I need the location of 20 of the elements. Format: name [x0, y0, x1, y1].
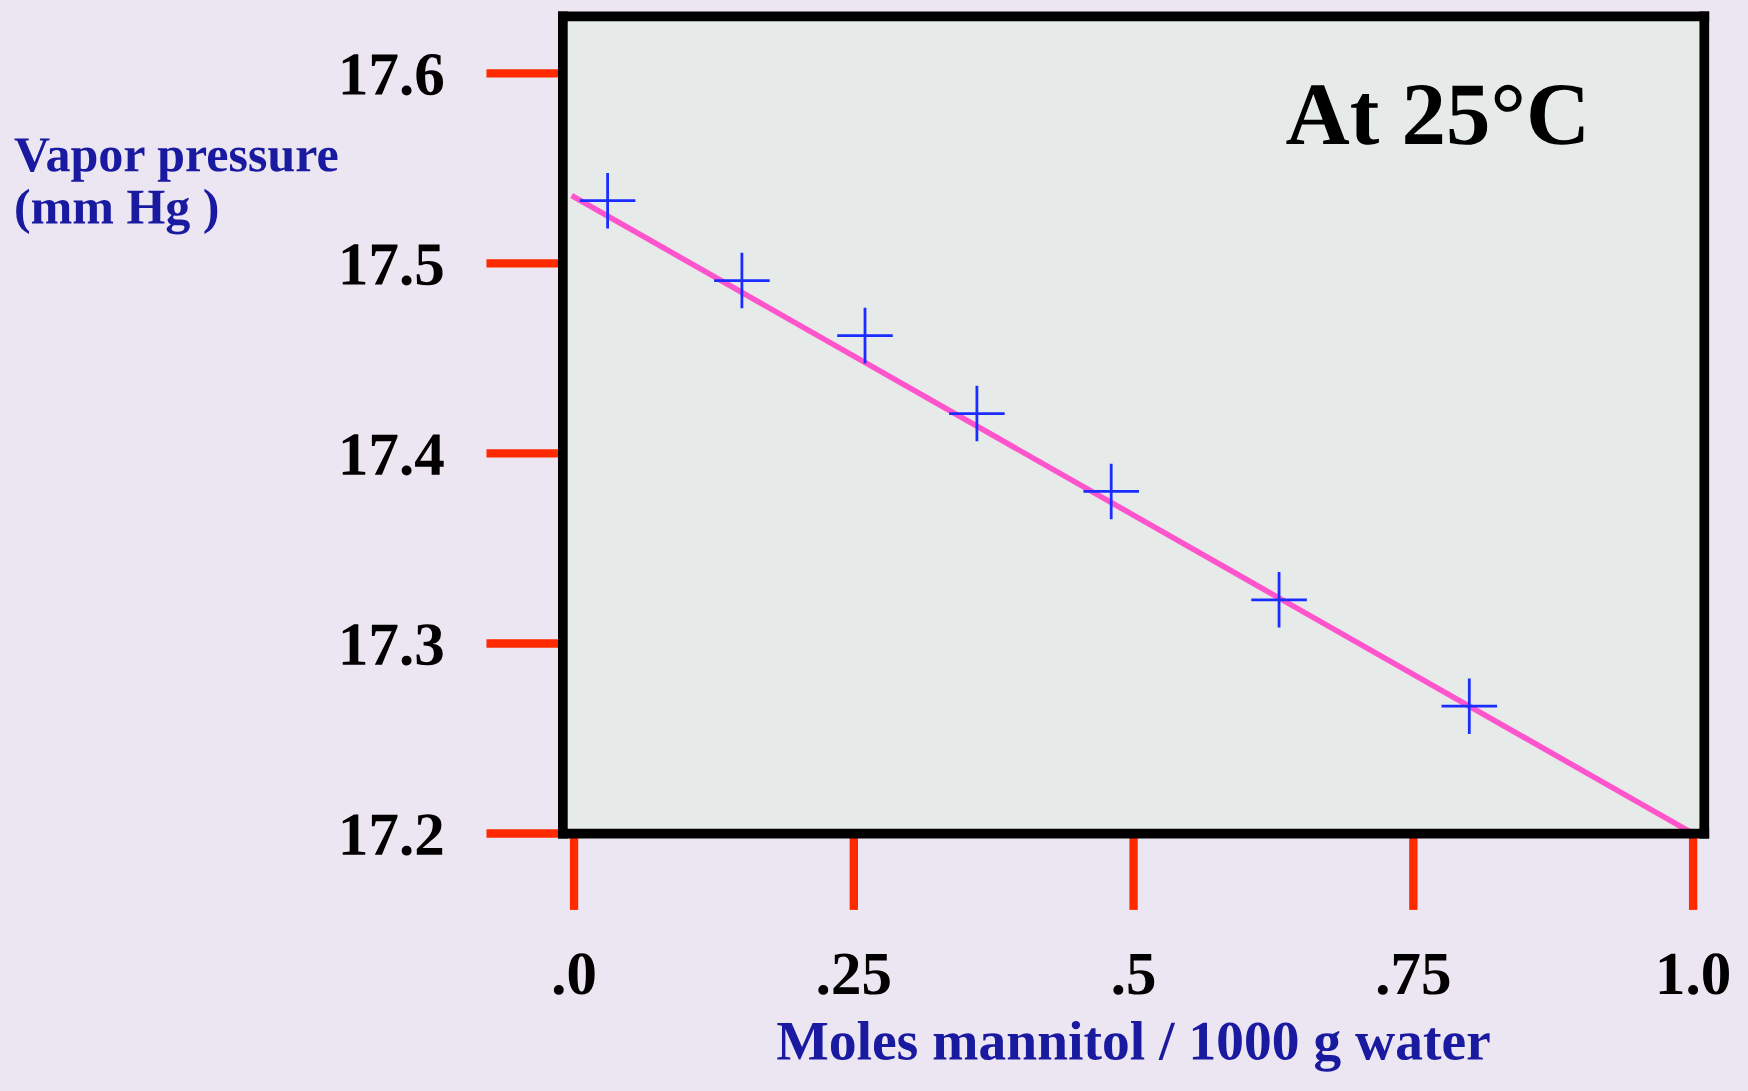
x-tick-label: .0	[553, 953, 595, 995]
x-axis-title: Moles mannitol / 1000 g water	[777, 1020, 1490, 1072]
y-tick-label: 17.5	[342, 244, 443, 286]
point	[837, 307, 893, 364]
x-tick-label: .75	[1377, 953, 1450, 995]
x-tick-label: .25	[818, 953, 890, 995]
point	[714, 252, 770, 309]
x-tick-label: 1.0	[1659, 953, 1729, 995]
y-tick-label: 17.2	[342, 814, 443, 856]
y-tick-label: 17.4	[342, 434, 444, 476]
point	[1441, 678, 1498, 734]
y-axis-title: Vapor pressure (mm Hg )	[14, 138, 338, 235]
y-tick-label: 17.3	[342, 624, 443, 666]
point	[949, 385, 1005, 442]
y-tick-label: 17.6	[342, 54, 444, 96]
point	[579, 172, 636, 229]
x-tick-label: .5	[1113, 953, 1155, 995]
point	[1251, 572, 1307, 628]
point	[1083, 463, 1139, 520]
annotation: At 25°C	[1286, 84, 1584, 145]
